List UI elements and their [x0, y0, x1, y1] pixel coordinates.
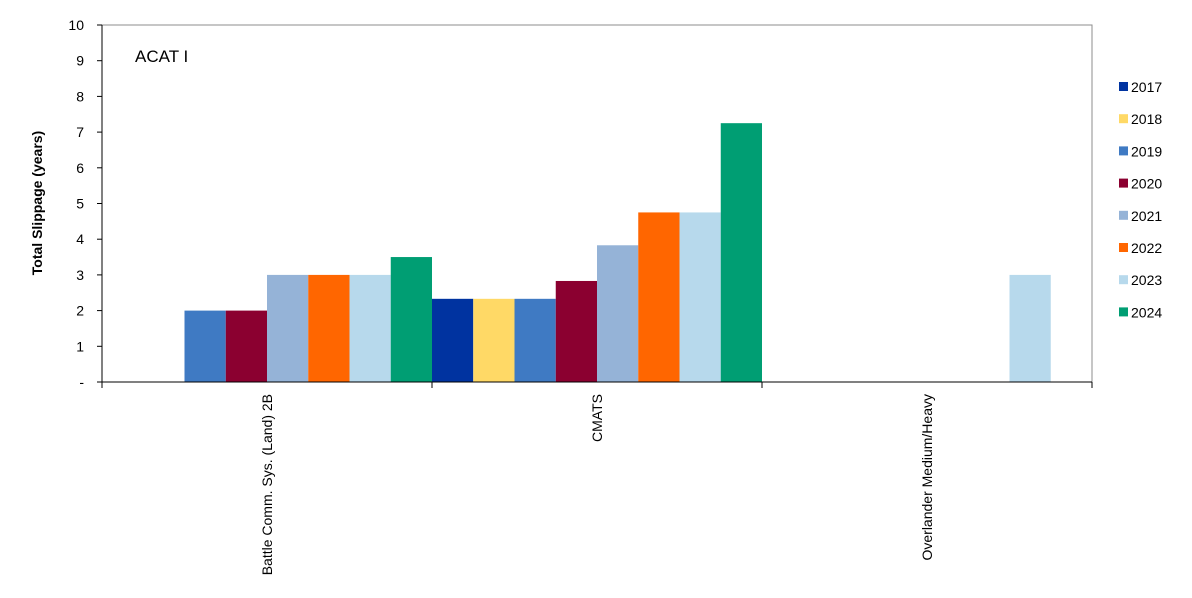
legend-label: 2019	[1131, 143, 1162, 159]
bar-2024-2	[720, 123, 762, 383]
y-tick-label: 9	[76, 53, 84, 69]
bar-2019-2	[514, 298, 556, 382]
bar-2020-1	[225, 310, 267, 382]
bar-2021-1	[267, 274, 309, 382]
legend-label: 2021	[1131, 208, 1162, 224]
legend-label: 2023	[1131, 272, 1162, 288]
bar-2022-1	[308, 274, 350, 382]
legend-swatch	[1119, 210, 1128, 220]
y-tick-label: 7	[76, 124, 84, 140]
bar-2022-2	[638, 212, 680, 382]
legend-item-2019: 2019	[1119, 143, 1162, 159]
bar-2023-1	[349, 274, 391, 382]
legend-label: 2017	[1131, 79, 1162, 95]
legend-item-2023: 2023	[1119, 272, 1162, 288]
bar-2021-2	[597, 245, 639, 382]
x-tick-label: Battle Comm. Sys. (Land) 2B	[259, 394, 275, 575]
legend-label: 2018	[1131, 111, 1162, 127]
y-tick-label: 1	[76, 338, 84, 354]
legend: 2017 2018 2019 2020 2021 2022 2023 2024	[1119, 79, 1162, 320]
chart-title: ACAT I	[135, 47, 188, 66]
legend-item-2021: 2021	[1119, 208, 1162, 224]
bar-2019-1	[184, 310, 226, 382]
legend-item-2022: 2022	[1119, 240, 1162, 256]
y-tick-label: 4	[76, 231, 84, 247]
bar-2023-3	[1009, 274, 1051, 382]
y-tick-label: -	[79, 374, 84, 390]
legend-item-2024: 2024	[1119, 304, 1162, 320]
legend-swatch	[1119, 82, 1128, 91]
y-tick-label: 2	[76, 303, 84, 319]
legend-swatch	[1119, 114, 1128, 124]
legend-label: 2020	[1131, 176, 1162, 192]
x-tick-label: CMATS	[589, 394, 605, 442]
legend-item-2020: 2020	[1119, 176, 1162, 192]
legend-item-2018: 2018	[1119, 111, 1162, 127]
bar-2017-2	[432, 298, 474, 382]
y-axis-label: Total Slippage (years)	[29, 131, 45, 275]
legend-swatch	[1119, 178, 1128, 188]
legend-swatch	[1119, 275, 1128, 285]
y-tick-label: 10	[68, 17, 84, 33]
legend-label: 2024	[1131, 304, 1162, 320]
y-tick-label: 8	[76, 88, 84, 104]
legend-swatch	[1119, 146, 1128, 156]
legend-swatch	[1119, 243, 1128, 252]
bar-2018-2	[473, 298, 515, 382]
bars	[184, 123, 1051, 383]
bar-2024-1	[390, 257, 432, 382]
axes: - 1 2 3 4 5 6 7 8 9 10 Battle Comm. Sys. (Land) 2B C…	[68, 17, 1093, 575]
bar-2023-2	[679, 212, 721, 382]
y-tick-label: 5	[76, 196, 84, 212]
legend-label: 2022	[1131, 240, 1162, 256]
x-tick-label: Overlander Medium/Heavy	[919, 394, 935, 561]
legend-swatch	[1119, 307, 1128, 317]
y-tick-label: 6	[76, 160, 84, 176]
bar-2020-2	[555, 280, 597, 382]
y-tick-label: 3	[76, 267, 84, 283]
legend-item-2017: 2017	[1119, 79, 1162, 95]
